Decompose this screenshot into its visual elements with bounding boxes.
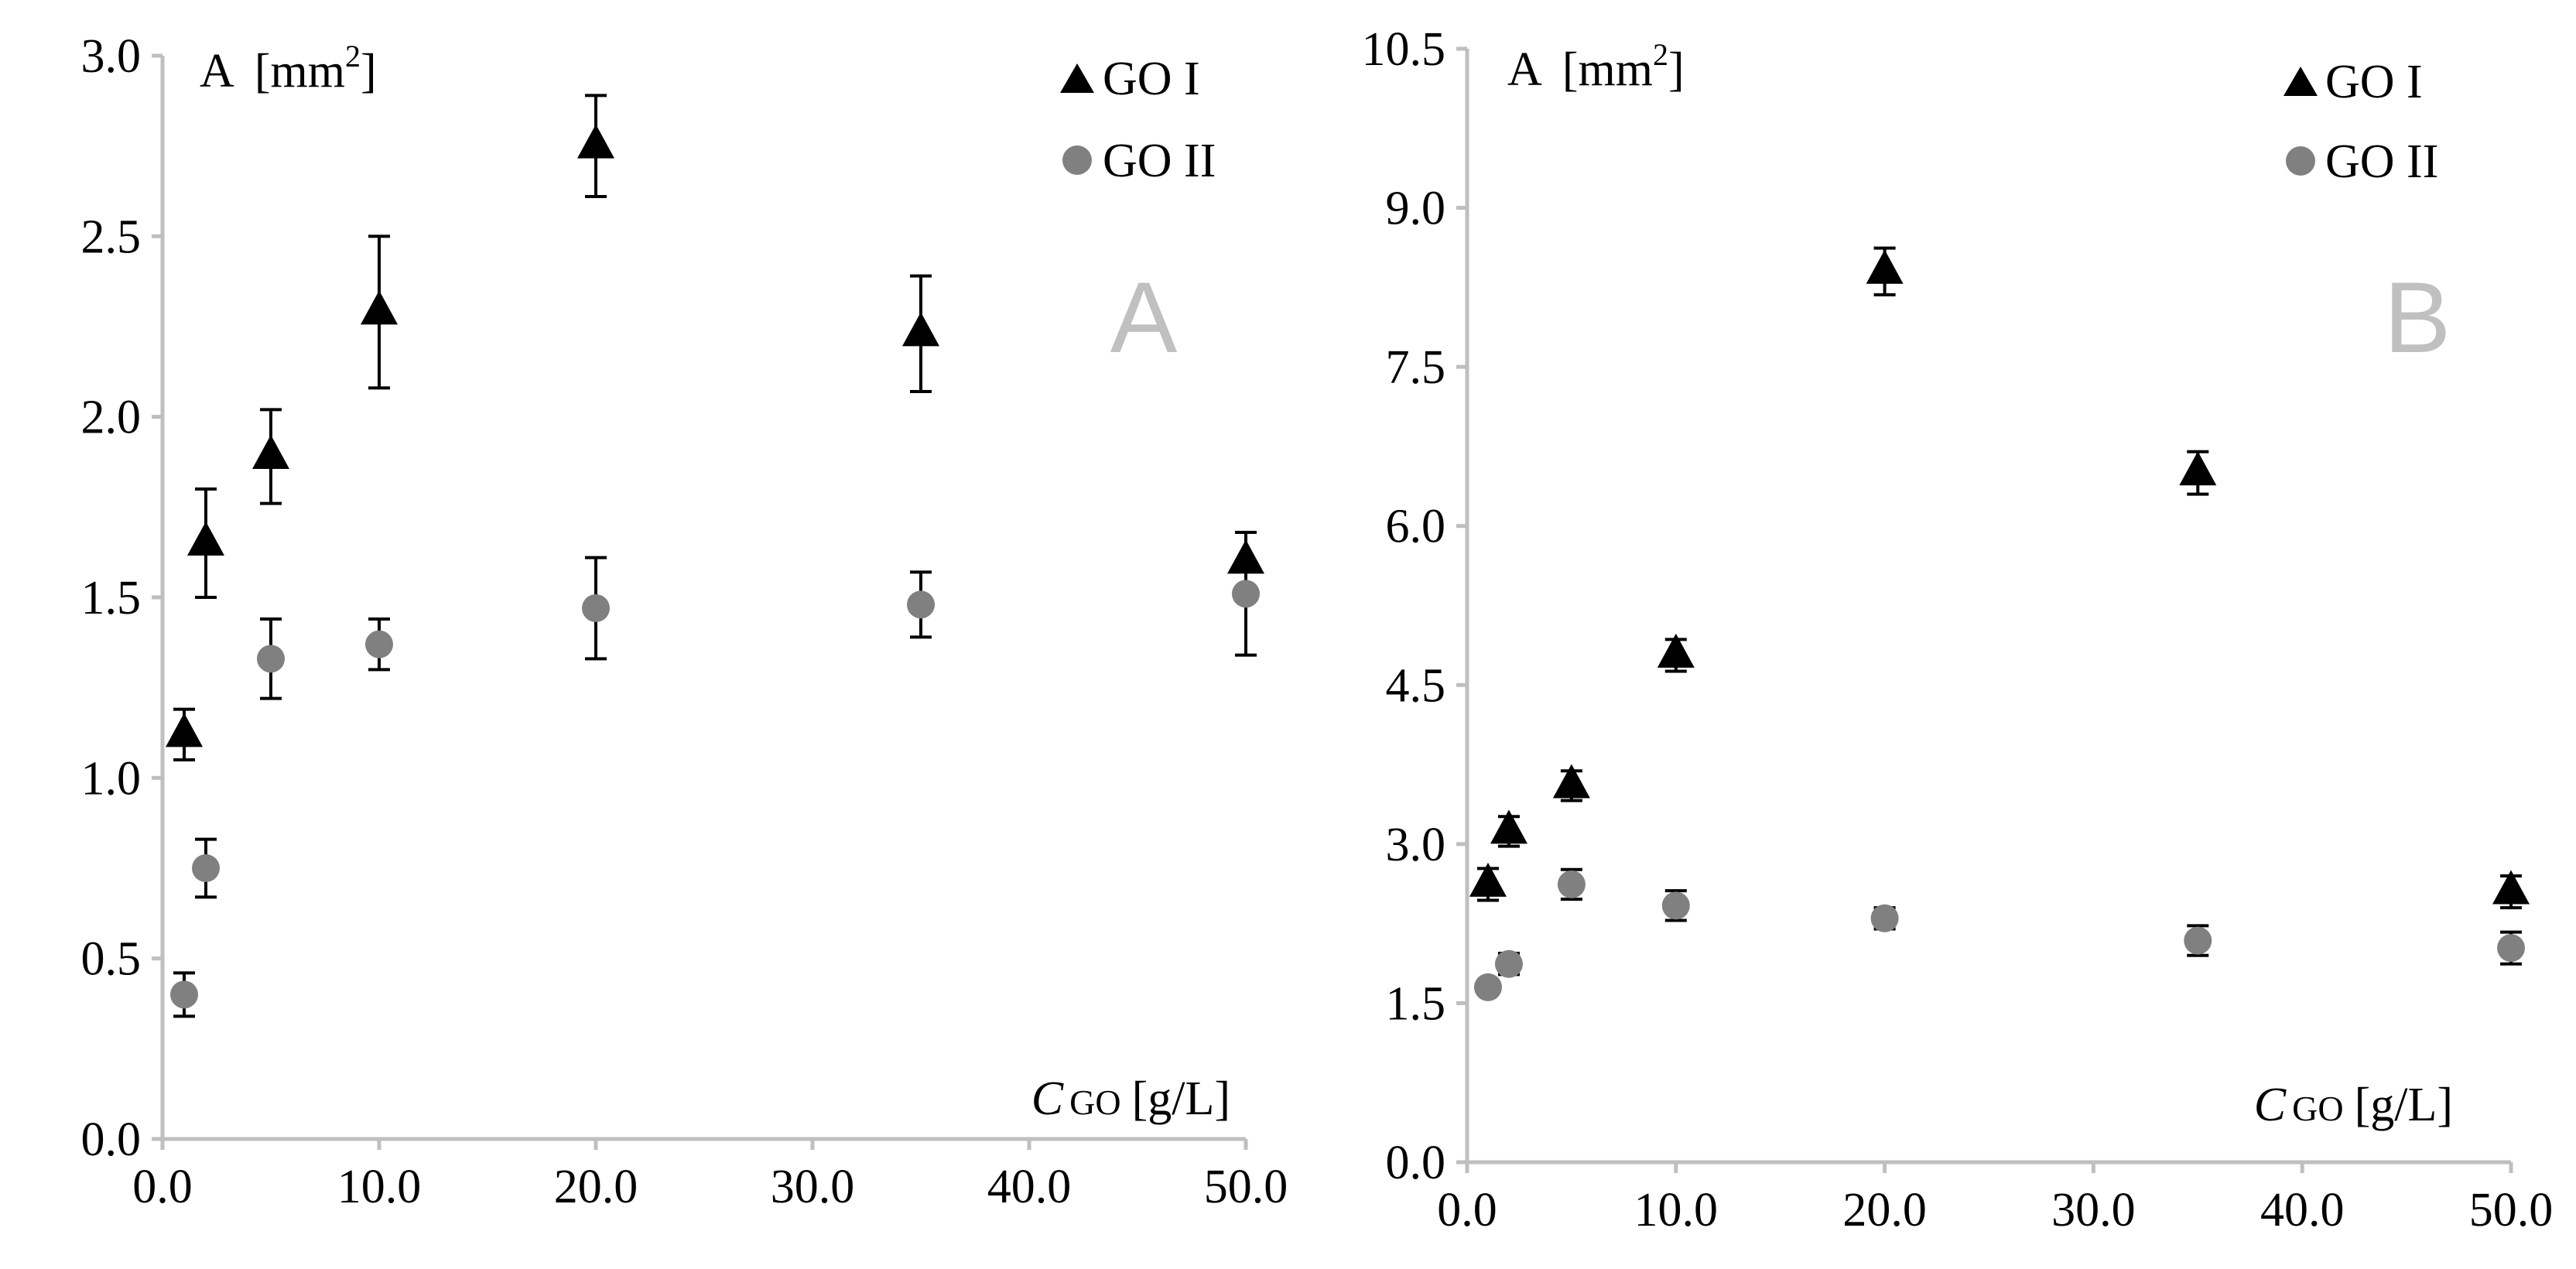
x-axis-title: C GO [g/L] (2254, 1079, 2453, 1131)
legend-item-go-i: GO I (2284, 56, 2423, 108)
data-point-triangle (252, 435, 289, 469)
panel-label: A (1110, 261, 1178, 374)
data-point-triangle (1866, 249, 1904, 284)
plot-area (166, 94, 1264, 1018)
data-point-circle (1870, 904, 1899, 932)
series-go-ii (1473, 867, 2525, 1001)
x-tick-label: 10.0 (337, 1161, 422, 1213)
data-point-circle (1494, 949, 1523, 978)
data-point-circle (170, 980, 198, 1009)
axis-ticks (1456, 46, 2513, 1173)
y-tick-labels: 0.0 0.5 1.0 1.5 2.0 2.5 3.0 (81, 30, 142, 1166)
x-tick-label: 20.0 (1842, 1184, 1927, 1237)
y-tick-label: 2.0 (81, 392, 142, 444)
legend: GO I GO II (2284, 56, 2438, 188)
y-axis-title: A [mm2] (200, 39, 377, 97)
y-tick-label: 3.0 (81, 30, 142, 83)
y-tick-label: 4.5 (1386, 659, 1446, 712)
panel-label: B (2384, 261, 2451, 374)
x-tick-label: 40.0 (987, 1161, 1072, 1213)
y-tick-label: 1.5 (1386, 977, 1446, 1030)
y-tick-label: 0.5 (81, 933, 142, 986)
x-tick-label: 50.0 (1204, 1161, 1288, 1213)
legend-label-go-i: GO I (2325, 56, 2423, 108)
data-point-circle (2497, 934, 2525, 963)
plot-area (1469, 246, 2530, 1001)
legend-circle-marker (2286, 146, 2315, 176)
data-point-triangle (2492, 870, 2530, 905)
data-point-circle (1661, 891, 1690, 920)
legend-circle-marker (1062, 145, 1092, 175)
y-tick-label: 10.5 (1362, 23, 1446, 76)
y-tick-label: 3.0 (1386, 819, 1446, 871)
data-point-triangle (577, 124, 614, 159)
x-tick-label: 50.0 (2469, 1184, 2554, 1237)
x-tick-label: 30.0 (771, 1161, 855, 1213)
legend-label-go-i: GO I (1103, 53, 1200, 105)
data-point-circle (907, 590, 935, 619)
data-point-triangle (1490, 809, 1527, 844)
data-point-circle (1232, 580, 1260, 608)
x-tick-labels: 0.0 10.0 20.0 30.0 40.0 50.0 (132, 1161, 1288, 1213)
x-tick-labels: 0.0 10.0 20.0 30.0 40.0 50.0 (1437, 1184, 2553, 1237)
chart-panel-a: 0.0 0.5 1.0 1.5 2.0 2.5 3.0 0.0 10.0 20.0 30.0 40.… (81, 30, 1288, 1213)
chart-panel-b: 0.0 1.5 3.0 4.5 6.0 7.5 9.0 10.5 0.0 10.0 20.0 30.… (1362, 23, 2554, 1237)
data-point-circle (192, 854, 220, 882)
data-point-circle (257, 645, 285, 673)
y-tick-label: 6.0 (1386, 501, 1446, 553)
y-axis-title: A [mm2] (1507, 37, 1685, 96)
legend-triangle-marker (1060, 63, 1094, 93)
legend-item-go-ii: GO II (2286, 135, 2438, 188)
y-tick-label: 1.5 (81, 572, 142, 624)
series-go-i (166, 94, 1264, 761)
x-tick-label: 10.0 (1634, 1184, 1719, 1237)
data-point-circle (365, 630, 393, 658)
data-point-circle (2184, 926, 2212, 955)
data-point-triangle (187, 522, 224, 556)
data-point-triangle (2179, 451, 2217, 486)
data-point-circle (582, 594, 610, 622)
x-tick-label: 0.0 (132, 1161, 193, 1213)
x-tick-label: 0.0 (1437, 1184, 1497, 1237)
data-point-circle (1473, 973, 1502, 1001)
legend-item-go-i: GO I (1060, 53, 1200, 105)
x-axis-title: C GO [g/L] (1031, 1072, 1230, 1125)
y-tick-labels: 0.0 1.5 3.0 4.5 6.0 7.5 9.0 10.5 (1362, 23, 1446, 1189)
legend-label-go-ii: GO II (1103, 135, 1216, 187)
data-point-triangle (1552, 764, 1590, 799)
series-go-ii (170, 531, 1260, 1018)
axis-ticks (152, 53, 1248, 1150)
legend: GO I GO II (1060, 53, 1216, 187)
data-point-triangle (902, 312, 939, 347)
x-tick-label: 30.0 (2051, 1184, 2136, 1237)
data-point-circle (1557, 870, 1586, 898)
legend-label-go-ii: GO II (2325, 135, 2438, 188)
y-tick-label: 7.5 (1386, 341, 1446, 394)
x-tick-label: 40.0 (2260, 1184, 2345, 1237)
legend-triangle-marker (2284, 67, 2318, 96)
y-tick-label: 0.0 (1386, 1137, 1446, 1189)
y-tick-label: 0.0 (81, 1113, 142, 1166)
y-tick-label: 9.0 (1386, 183, 1446, 235)
y-tick-label: 1.0 (81, 752, 142, 805)
data-point-triangle (1469, 862, 1507, 897)
data-point-triangle (1657, 633, 1695, 668)
series-go-i (1469, 246, 2530, 910)
data-point-triangle (166, 713, 203, 747)
y-tick-label: 2.5 (81, 210, 142, 263)
data-point-triangle (361, 290, 398, 325)
x-tick-label: 20.0 (554, 1161, 638, 1213)
legend-item-go-ii: GO II (1062, 135, 1216, 187)
